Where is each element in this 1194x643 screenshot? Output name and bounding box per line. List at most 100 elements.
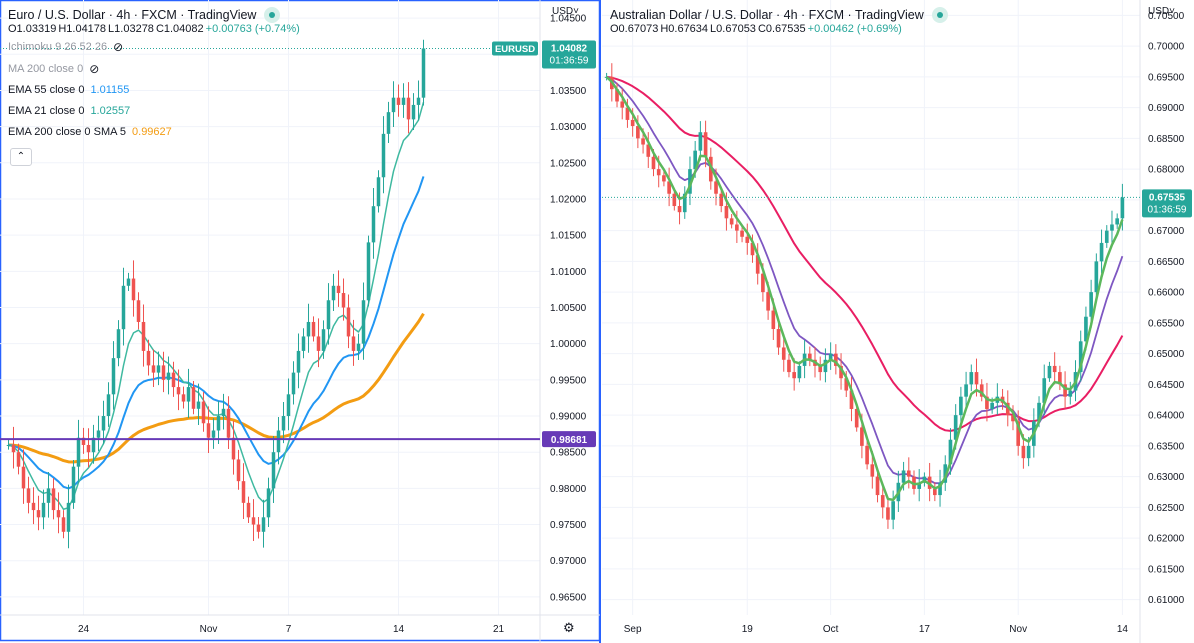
right-last-price-tag (1142, 189, 1192, 218)
right-x-tick-label: 17 (919, 624, 931, 635)
countdown-label: 01:36:59 (550, 55, 589, 66)
eye-hidden-icon[interactable]: ⊘ (89, 61, 100, 76)
settings-gear-icon[interactable]: ⚙ (563, 620, 575, 635)
indicator-ema200-label[interactable]: EMA 200 close 0 SMA 5 (8, 125, 127, 138)
candle-body (933, 488, 937, 496)
candle-body (693, 150, 697, 170)
left-high: H1.04178 (58, 23, 107, 35)
right-y-tick-label: 0.61500 (1148, 564, 1185, 575)
candle-body (807, 353, 812, 360)
candle-body (1063, 384, 1067, 397)
candle-body (917, 482, 922, 489)
right-y-tick-label: 0.70500 (1148, 11, 1185, 22)
candle-body (321, 329, 326, 351)
candle-body (171, 372, 176, 388)
right-y-tick-label: 0.66000 (1148, 288, 1185, 299)
collapse-legend-button[interactable]: ⌃ (10, 148, 32, 166)
candle-body (641, 138, 645, 145)
candle-body (615, 89, 619, 102)
candle-body (880, 495, 885, 508)
last-price-tag (542, 40, 596, 69)
candle-body (351, 336, 356, 351)
left-y-tick-label: 1.02000 (550, 194, 587, 205)
candle-body (740, 230, 744, 237)
visibility-icon[interactable] (931, 6, 948, 23)
candle-body (136, 300, 141, 322)
right-y-tick-label: 0.69500 (1148, 72, 1185, 83)
candle-body (271, 452, 276, 489)
visibility-icon[interactable] (264, 6, 281, 23)
candle-body (1084, 316, 1088, 342)
candle-body (974, 372, 979, 385)
candle-body (1078, 341, 1083, 373)
indicator-ema55-label[interactable]: EMA 55 close 0 (8, 83, 85, 96)
right-y-tick-label: 0.64000 (1148, 411, 1185, 422)
candle-body (221, 408, 226, 417)
candle-body (735, 224, 739, 231)
candle-body (886, 507, 890, 520)
candle-body (688, 169, 692, 194)
candle-body (401, 97, 406, 105)
left-y-tick-label: 1.00500 (550, 303, 587, 314)
candle-body (844, 378, 849, 391)
right-y-tick-label: 0.61000 (1148, 595, 1185, 606)
right-y-tick-label: 0.65000 (1148, 349, 1185, 360)
left-y-tick-label: 0.99000 (550, 412, 587, 423)
candle-body (860, 427, 864, 446)
candle-body (266, 488, 271, 518)
candle-body (891, 501, 895, 520)
candle-body (201, 401, 206, 424)
candle-body (865, 445, 869, 465)
candle-body (111, 358, 116, 395)
right-change: +0.00462 (+0.69%) (807, 23, 902, 35)
last-price-label: 1.04082 (551, 43, 588, 54)
candle-body (176, 387, 181, 395)
left-y-tick-label: 0.98000 (550, 484, 587, 495)
candle-body (948, 439, 953, 465)
candle-body (241, 481, 246, 503)
right-y-tick-label: 0.68500 (1148, 134, 1185, 145)
candle-body (31, 502, 36, 511)
candle-body (771, 310, 776, 330)
candle-body (41, 502, 46, 518)
candle-body (381, 133, 386, 178)
left-y-tick-label: 1.00000 (550, 339, 587, 350)
candle-body (849, 390, 854, 409)
candle-body (376, 177, 381, 207)
left-chart-title: Euro / U.S. Dollar · 4h · FXCM · Trading… (8, 7, 257, 22)
right-x-tick-label: 19 (742, 624, 754, 635)
left-legend: Euro / U.S. Dollar · 4h · FXCM · Trading… (8, 4, 302, 142)
candle-body (1037, 402, 1041, 422)
candle-body (236, 459, 241, 482)
candle-body (91, 437, 96, 453)
left-x-tick-label: 24 (78, 624, 90, 635)
candle-body (106, 394, 111, 417)
indicator-ma200-label[interactable]: MA 200 close 0 (8, 62, 84, 75)
candle-body (131, 278, 136, 301)
candle-body (86, 444, 91, 453)
candle-body (953, 415, 958, 440)
candle-body (870, 464, 875, 477)
candle-body (11, 444, 16, 453)
candle-body (326, 300, 331, 330)
candle-body (206, 423, 211, 438)
indicator-ichimoku-label[interactable]: Ichimoku 9 26 52 26 (8, 41, 108, 53)
left-x-tick-label: Nov (200, 624, 218, 635)
candle-body (724, 206, 729, 219)
candle-body (286, 394, 291, 417)
right-x-tick-label: 14 (1117, 624, 1129, 635)
left-y-tick-label: 0.97500 (550, 520, 587, 531)
right-countdown-label: 01:36:59 (1148, 204, 1187, 215)
right-chart: 0.70500 0.70000 0.69500 0.69000 0.68500 0.680… (602, 0, 1192, 643)
right-y-tick-label: 0.63500 (1148, 441, 1185, 452)
candle-body (938, 482, 942, 496)
candle-body (828, 353, 833, 360)
symbol-tag (492, 41, 538, 56)
candle-body (256, 524, 261, 532)
left-low: L1.03278 (108, 23, 154, 35)
eye-hidden-icon[interactable]: ⊘ (113, 40, 124, 54)
candle-body (1104, 230, 1109, 243)
symbol-tag-label: EURUSD (495, 44, 535, 55)
indicator-ema21-label[interactable]: EMA 21 close 0 (8, 104, 85, 117)
